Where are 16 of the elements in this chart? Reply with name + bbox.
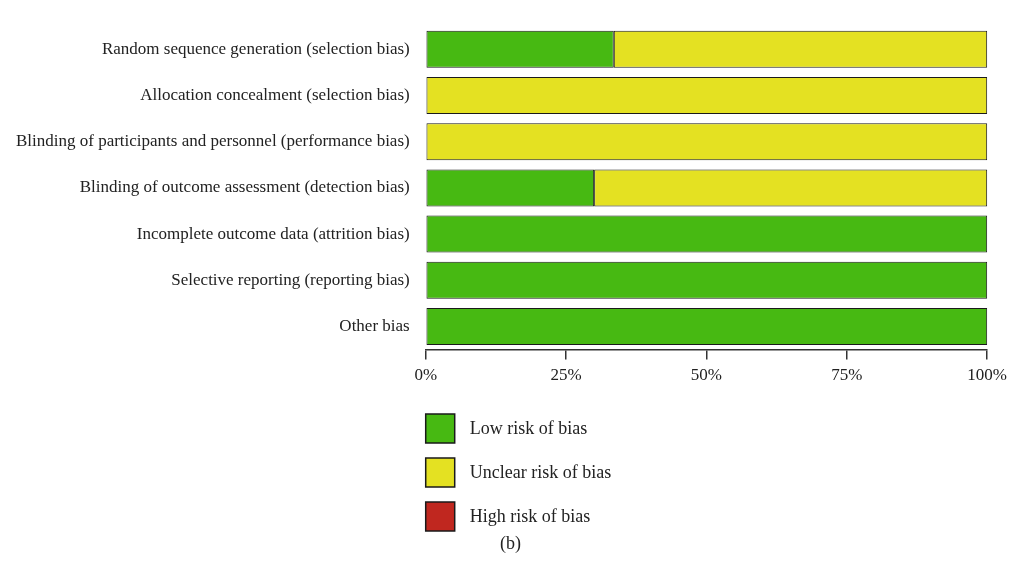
y-tick-label: Incomplete outcome data (attrition bias) [136, 223, 410, 243]
x-tick-label: 100% [967, 365, 1008, 385]
x-tick-label: 25% [550, 365, 582, 385]
legend-label: Unclear risk of bias [469, 461, 612, 482]
legend-label: High risk of bias [469, 505, 591, 526]
y-tick-label: Blinding of outcome assessment (detection bias) [79, 177, 410, 197]
y-tick-label: Other bias [339, 315, 410, 335]
legend-label: Low risk of bias [469, 417, 588, 438]
text: (b) [500, 532, 522, 554]
x-tick-label: 0% [414, 365, 438, 385]
x-tick-label: 75% [831, 365, 863, 385]
y-tick-label: Allocation concealment (selection bias) [140, 84, 410, 104]
y-tick-label: Selective reporting (reporting bias) [171, 269, 410, 289]
y-tick-label: Random sequence generation (selection bias) [101, 38, 410, 58]
x-tick-label: 50% [690, 365, 723, 385]
y-tick-label: Blinding of participants and personnel (performance bias) [15, 131, 410, 151]
